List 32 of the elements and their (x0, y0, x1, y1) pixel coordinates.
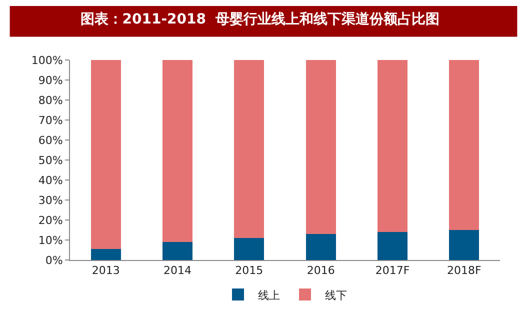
x-tick-label: 2014 (164, 264, 192, 278)
y-tick-label: 40% (38, 174, 63, 187)
bar (306, 234, 336, 260)
y-tick-label: 80% (38, 94, 63, 107)
x-tick-label: 2015 (235, 264, 264, 278)
legend-label: 线上 (258, 288, 280, 302)
bar (449, 60, 480, 230)
bar (306, 60, 336, 234)
bar (234, 60, 264, 238)
y-tick-label: 100% (31, 54, 63, 67)
chart-title: 图表：2011-2018 母婴行业线上和线下渠道份额占比图 (80, 10, 440, 28)
bar (90, 249, 121, 260)
y-tick-label: 0% (45, 254, 63, 267)
x-tick-label: 2013 (92, 264, 120, 278)
y-tick-label: 60% (38, 134, 63, 147)
y-tick-label: 50% (38, 154, 63, 167)
bar (90, 60, 121, 249)
bar (377, 60, 408, 232)
y-tick-label: 10% (38, 234, 63, 247)
bar (377, 232, 408, 260)
y-tick-label: 20% (38, 214, 63, 227)
y-tick-label: 90% (38, 74, 63, 87)
x-tick-label: 2016 (306, 264, 335, 278)
x-tick-label: 2018F (447, 264, 482, 278)
bar (162, 60, 193, 242)
y-tick-label: 30% (38, 194, 63, 207)
y-tick-label: 70% (38, 114, 63, 127)
x-tick-label: 2017F (375, 264, 410, 278)
bar (449, 230, 480, 260)
legend-label: 线下 (325, 288, 347, 302)
bar (234, 238, 264, 260)
bar (162, 242, 193, 260)
